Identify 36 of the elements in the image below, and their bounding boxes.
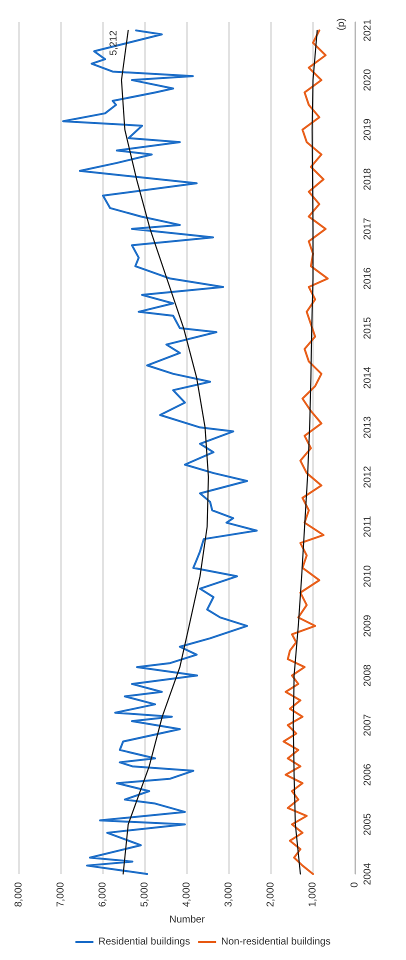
x-tick-label: 3,000: [224, 882, 234, 908]
x-tick-label: 2,000: [266, 882, 276, 908]
y-tick-label: 2019: [362, 118, 374, 141]
y-tick-label: 2016: [362, 266, 374, 290]
legend-label: Non-residential buildings: [221, 936, 331, 948]
x-tick-label: 5,000: [140, 882, 150, 908]
y-tick-label: 2013: [362, 416, 374, 439]
line-series: [62, 29, 258, 875]
y-tick-label: 2018: [362, 168, 374, 190]
legend-label: Residential buildings: [98, 936, 190, 948]
y-tick-label: 2006: [362, 763, 374, 786]
y-tick-label: 2012: [362, 465, 374, 488]
y-tick-label: 2015: [362, 316, 374, 340]
x-axis-title: Number: [169, 914, 206, 926]
y-tick-label: 2007: [362, 714, 374, 736]
line-series: [292, 30, 318, 875]
y-tick-label: 2004: [362, 862, 374, 886]
line-series: [120, 30, 210, 875]
annotation: 5,212: [108, 30, 120, 56]
x-tick-label: 7,000: [56, 882, 66, 908]
line-series: [282, 29, 329, 875]
y-tick-label: 2011: [362, 515, 374, 538]
y-tick-label: 2009: [362, 614, 374, 638]
x-tick-label: 0: [350, 882, 360, 888]
y-tick-label: 2010: [362, 564, 374, 588]
x-tick-label: 8,000: [14, 882, 24, 908]
x-tick-label: 4,000: [182, 882, 192, 908]
y-tick-label: 2014: [362, 366, 374, 389]
x-tick-label: 6,000: [98, 882, 108, 908]
y-tick-label: 2008: [362, 664, 374, 687]
y-tick-label: 2021: [362, 18, 374, 42]
annotation: (p): [336, 18, 347, 30]
y-tick-label: 2005: [362, 812, 374, 836]
y-tick-label: 2020: [362, 68, 374, 92]
y-tick-label: 2017: [362, 217, 374, 240]
x-tick-label: 1,000: [308, 882, 318, 908]
